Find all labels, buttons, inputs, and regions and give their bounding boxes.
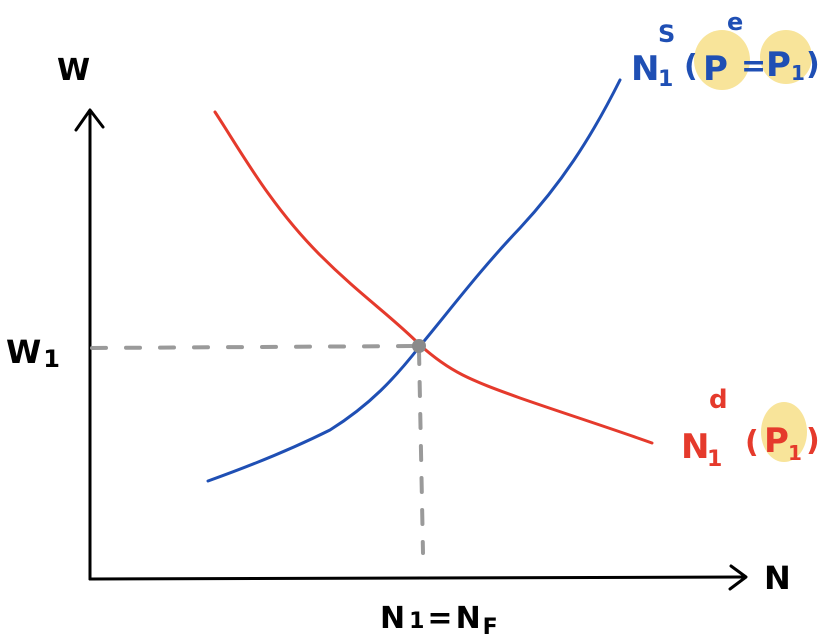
supply-label-base: N [631,49,659,89]
supply-label-expected-price-sup: e [727,8,743,36]
demand-label-close-paren: ) [806,423,820,458]
highlight-expected-price [694,30,750,90]
supply-label-price-sub: 1 [791,61,805,85]
supply-label-sub: 1 [658,67,673,92]
employment-left-base: N [380,601,405,636]
demand-label-price-base: P [764,421,789,461]
employment-left-sub: 1 [409,609,424,634]
employment-right-sub: F [483,615,498,640]
labor-demand-curve [213,110,654,445]
wage-label: W1 [6,333,60,373]
supply-label-expected-price-base: P [703,49,728,89]
employment-label: N 1 = NF [380,601,498,640]
wage-guide-line [90,344,420,350]
employment-equals: = [427,601,452,636]
demand-curve-label: N 1 d ( P 1 ) [681,385,820,472]
supply-label-open-paren: ( [684,49,698,84]
x-axis-arrowhead [728,564,748,591]
equilibrium-point [412,339,426,353]
x-axis [88,575,746,581]
demand-label-open-paren: ( [745,425,759,460]
supply-label-price-base: P [766,45,791,85]
demand-label-base: N [681,427,709,467]
supply-curve-label: N 1 S ( P e = P 1 ) [631,8,820,92]
demand-label-sup: d [709,385,728,415]
supply-label-sup: S [658,20,675,48]
wage-label-base: W [6,333,41,371]
highlight-price-supply [760,30,812,84]
demand-label-sub: 1 [707,447,722,472]
demand-label-price-sub: 1 [788,441,802,465]
employment-right-base: N [456,601,481,636]
y-axis-arrowhead [74,108,105,132]
highlight-price-demand [761,402,807,462]
employment-guide-line [417,348,425,555]
y-axis-label: W [57,53,90,88]
x-axis-label: N [764,559,791,597]
wage-label-sub: 1 [43,345,60,373]
supply-label-close-paren: ) [806,47,820,82]
supply-label-equals: = [741,49,766,84]
labor-supply-curve [206,78,622,483]
